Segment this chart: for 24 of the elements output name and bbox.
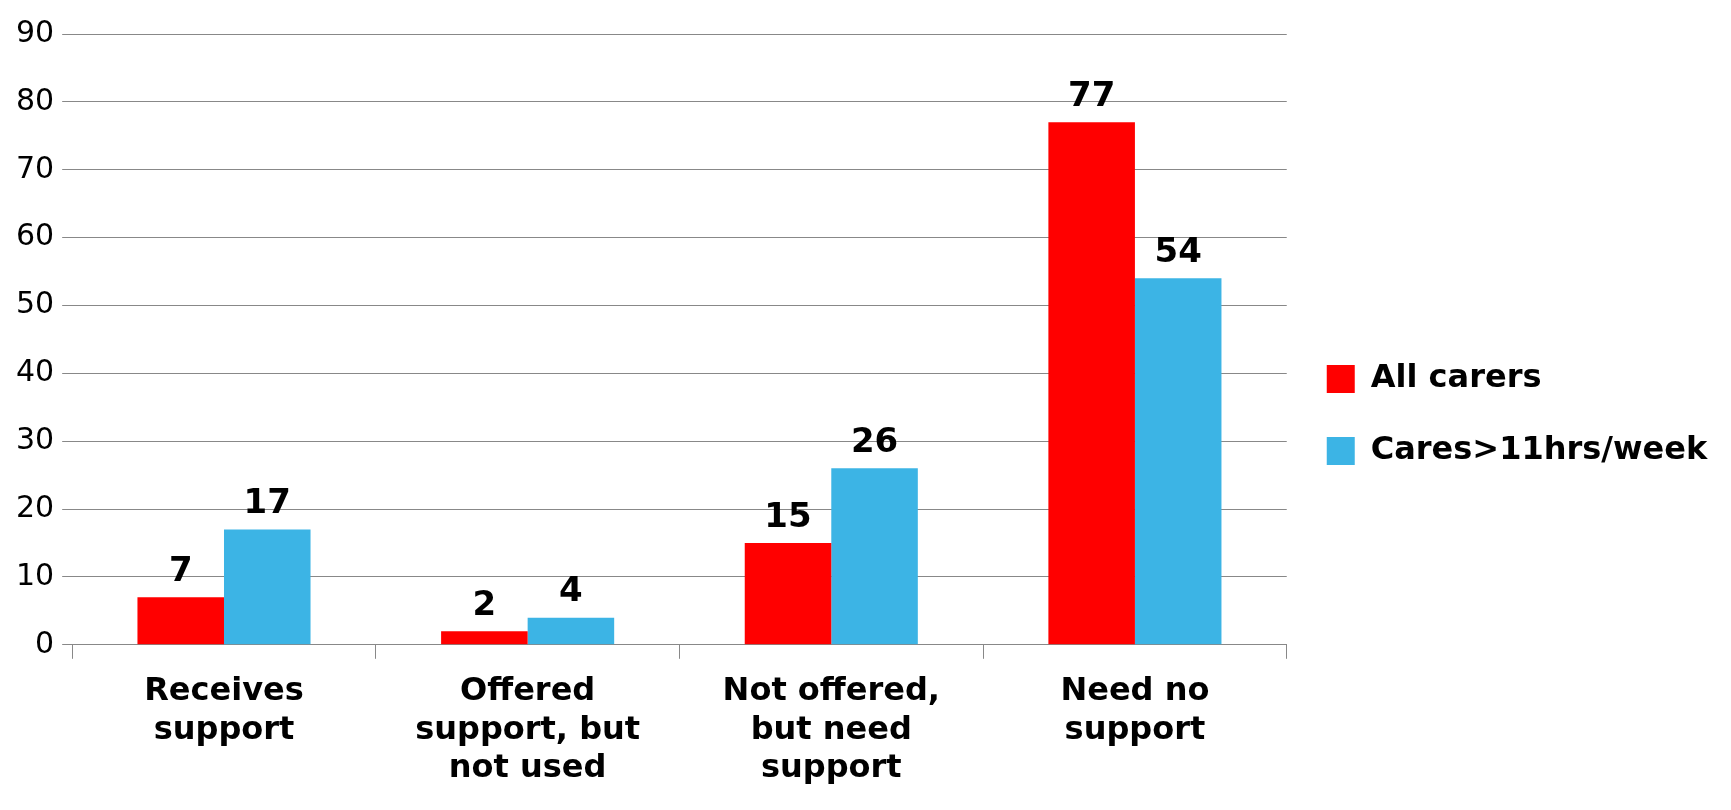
x-tick-label: Receives support — [144, 670, 304, 747]
data-label: 77 — [1067, 74, 1116, 115]
data-label: 17 — [243, 481, 291, 522]
x-tick-label: Offered support, but not used — [415, 670, 641, 786]
y-tick-label: 20 — [15, 488, 55, 524]
x-tick-label: Need no support — [1060, 670, 1210, 747]
data-label: 7 — [168, 549, 193, 590]
legend-label: Cares>11hrs/week — [1370, 429, 1708, 468]
legend-label: All carers — [1370, 357, 1542, 396]
y-tick-label: 80 — [15, 81, 55, 117]
y-tick-label: 30 — [15, 421, 55, 456]
y-tick-label: 10 — [15, 556, 55, 592]
y-tick-label: 90 — [15, 13, 55, 49]
y-tick-label: 70 — [15, 149, 55, 185]
data-label: 26 — [850, 420, 899, 461]
data-label: 15 — [764, 494, 812, 535]
x-tick-label: Not offered, but need support — [722, 670, 940, 786]
data-label: 2 — [472, 583, 497, 624]
data-label: 54 — [1154, 230, 1202, 271]
y-tick-label: 60 — [15, 217, 55, 253]
y-tick-label: 0 — [35, 624, 55, 660]
data-label: 4 — [559, 569, 583, 610]
y-tick-label: 40 — [15, 353, 55, 389]
y-tick-label: 50 — [15, 285, 55, 321]
